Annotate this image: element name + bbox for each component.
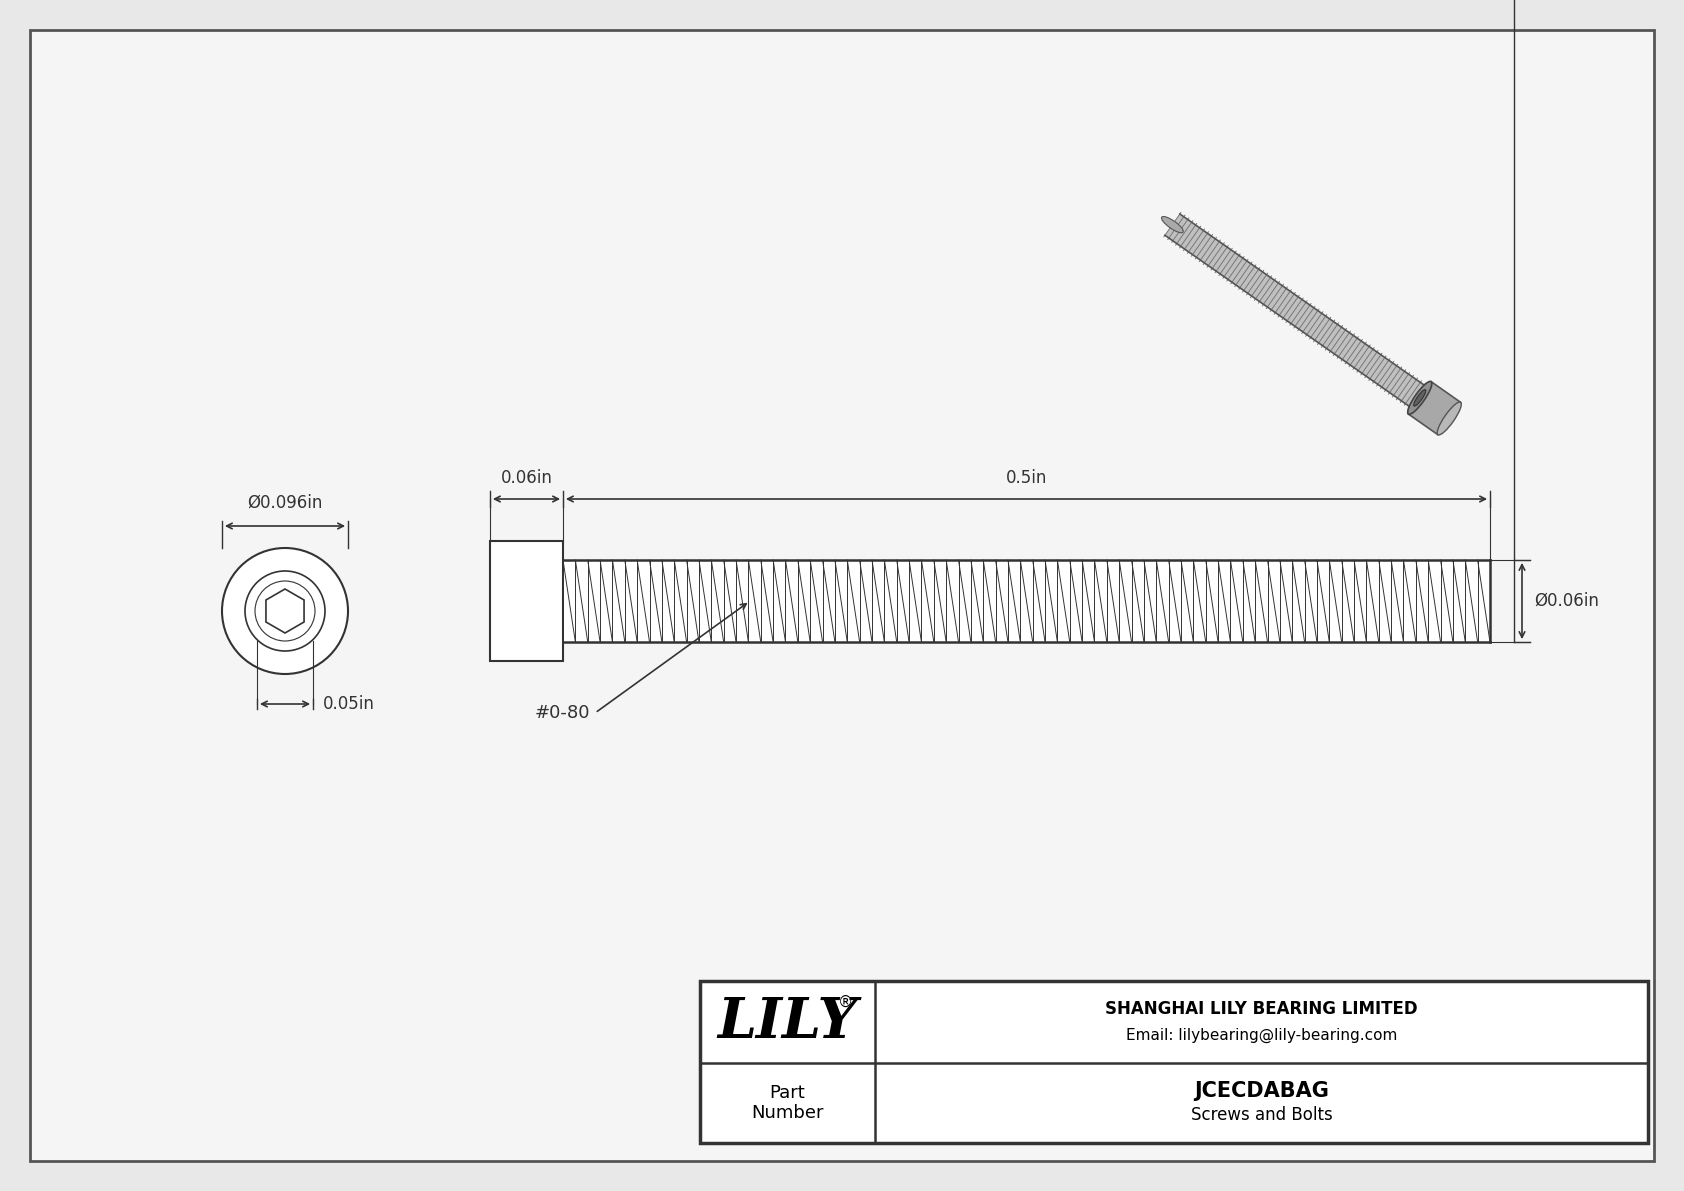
Polygon shape	[266, 590, 305, 632]
Circle shape	[222, 548, 349, 674]
Text: Screws and Bolts: Screws and Bolts	[1191, 1106, 1332, 1124]
Text: LILY: LILY	[717, 994, 857, 1049]
Text: Part
Number: Part Number	[751, 1084, 823, 1122]
Text: 0.06in: 0.06in	[500, 469, 552, 487]
Bar	[701, 981, 1649, 1143]
Text: Email: lilybearing@lily-bearing.com: Email: lilybearing@lily-bearing.com	[1127, 1028, 1398, 1042]
Text: 0.5in: 0.5in	[1005, 469, 1047, 487]
Ellipse shape	[1415, 389, 1426, 406]
Ellipse shape	[1162, 217, 1184, 232]
Text: Ø0.096in: Ø0.096in	[248, 494, 323, 512]
Ellipse shape	[1408, 381, 1431, 414]
Polygon shape	[1165, 214, 1436, 414]
Text: Ø0.06in: Ø0.06in	[1534, 592, 1598, 610]
Bar	[490, 541, 562, 661]
Text: ®: ®	[839, 994, 854, 1010]
Ellipse shape	[1436, 403, 1462, 435]
Polygon shape	[1408, 381, 1460, 435]
Text: #0-80: #0-80	[536, 704, 591, 722]
Text: 0.05in: 0.05in	[323, 696, 376, 713]
Bar	[562, 560, 1490, 642]
Text: JCECDABAG: JCECDABAG	[1194, 1081, 1329, 1100]
Text: SHANGHAI LILY BEARING LIMITED: SHANGHAI LILY BEARING LIMITED	[1105, 1000, 1418, 1018]
